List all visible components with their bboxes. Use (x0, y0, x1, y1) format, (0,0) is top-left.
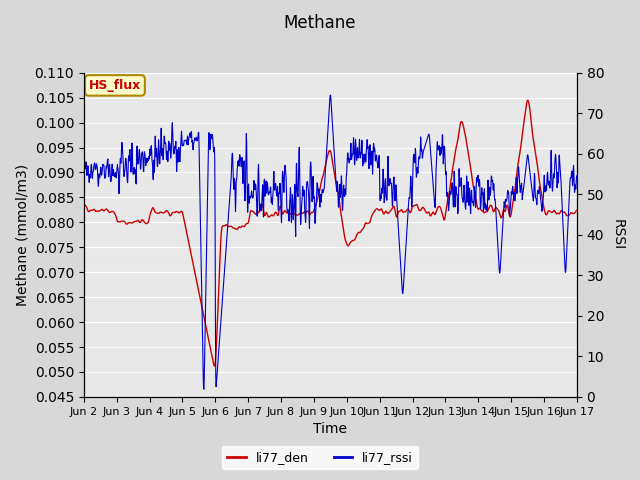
Y-axis label: Methane (mmol/m3): Methane (mmol/m3) (15, 164, 29, 306)
Text: HS_flux: HS_flux (89, 79, 141, 92)
Text: Methane: Methane (284, 14, 356, 33)
X-axis label: Time: Time (314, 422, 348, 436)
Legend: li77_den, li77_rssi: li77_den, li77_rssi (222, 446, 418, 469)
Y-axis label: RSSI: RSSI (611, 219, 625, 251)
